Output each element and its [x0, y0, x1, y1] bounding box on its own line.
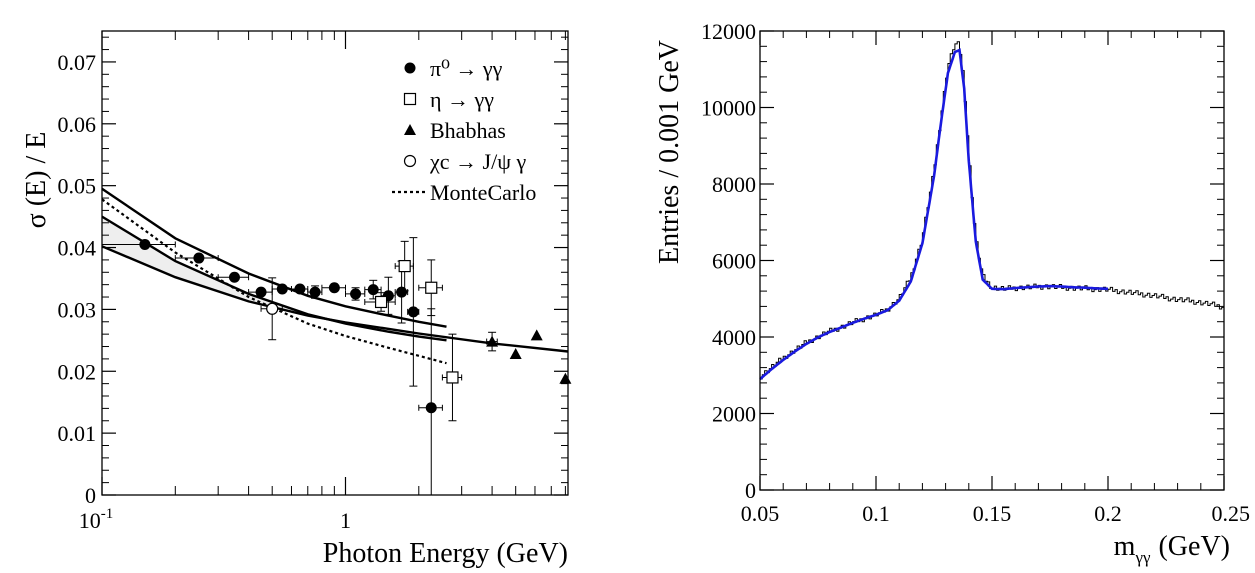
y-axis: 0 2000 4000 6000 8000 10000 12000: [701, 19, 1224, 503]
data-point: [374, 295, 388, 309]
y-tick-label: 2000: [712, 402, 756, 427]
x-tick-label: 1: [340, 508, 351, 533]
data-point: [276, 283, 288, 295]
x-tick-label: 0.05: [741, 501, 780, 526]
data-point: [425, 402, 437, 414]
y-tick-label: 0.06: [58, 112, 97, 137]
x-axis: 10-1 1: [79, 31, 566, 533]
legend-item: Bhabhas: [404, 118, 506, 143]
y-tick-label: 0: [85, 483, 96, 508]
data-point: [266, 302, 279, 315]
legend-marker: [403, 92, 417, 106]
data-point: [228, 271, 240, 283]
legend: π⁰ → γγ η → γγ Bhabhas χc → J/ψ γ MonteCarlo: [392, 56, 536, 205]
data-point: [530, 329, 543, 341]
data-point: [486, 335, 499, 347]
legend-item: η → γγ: [403, 87, 494, 112]
x-tick-label: 0.1: [862, 501, 890, 526]
y-tick-label: 10000: [701, 96, 756, 121]
fit-curve-3: [101, 245, 569, 353]
x-axis-title-unit: (GeV): [1158, 531, 1230, 562]
legend-marker: [403, 154, 417, 168]
y-tick-label: 6000: [712, 249, 756, 274]
x-axis-title-subscript: γγ: [1134, 548, 1151, 567]
legend-label: η → γγ: [430, 87, 494, 112]
y-tick-label: 0.02: [58, 359, 97, 384]
data-point: [446, 371, 459, 384]
x-axis-title: Photon Energy (GeV): [323, 538, 568, 569]
legend-item: π⁰ → γγ: [404, 56, 503, 81]
y-tick-label: 0.07: [58, 50, 97, 75]
legend-marker: [404, 124, 416, 135]
y-tick-label: 0: [745, 478, 756, 503]
data-point: [328, 282, 340, 294]
data-point: [367, 284, 379, 296]
data-point: [425, 281, 438, 294]
data-point: [398, 259, 411, 273]
legend-marker: [404, 62, 416, 74]
legend-label: MonteCarlo: [430, 180, 536, 205]
y-tick-label: 0.03: [58, 297, 97, 322]
data-point: [396, 286, 408, 298]
data-point: [309, 286, 321, 298]
legend-item: MonteCarlo: [392, 180, 536, 205]
plot-frame: [101, 30, 569, 496]
x-tick-label: 10-1: [79, 506, 114, 533]
x-tick-label: 0.25: [1212, 501, 1251, 526]
legend-label: π⁰ → γγ: [430, 56, 503, 81]
x-axis-title: mγγ (GeV): [1114, 531, 1230, 567]
x-axis: 0.05 0.1 0.15 0.2 0.25: [741, 31, 1250, 526]
x-tick-label-exponent: -1: [101, 506, 114, 522]
legend-label: χc → J/ψ γ: [429, 149, 526, 174]
y-tick-label: 8000: [712, 172, 756, 197]
x-tick-label: 0.15: [973, 501, 1012, 526]
data-point: [193, 252, 205, 264]
y-axis-title: Entries / 0.001 GeV: [654, 40, 685, 264]
data-point: [350, 288, 362, 300]
y-tick-label: 4000: [712, 325, 756, 350]
y-tick-label: 0.01: [58, 421, 97, 446]
y-axis: 0 0.01 0.02 0.03 0.04 0.05 0.06 0.07: [58, 36, 568, 508]
montecarlo-curve: [101, 198, 447, 365]
legend-item: χc → J/ψ γ: [403, 149, 526, 174]
legend-label: Bhabhas: [430, 118, 506, 143]
data-point: [509, 347, 522, 359]
data-point: [139, 238, 151, 250]
y-tick-label: 0.04: [58, 236, 97, 261]
x-tick-label-base: 10: [79, 508, 101, 533]
y-tick-label: 0.05: [58, 174, 97, 199]
y-axis-title: σ (E) / E: [21, 132, 52, 229]
x-tick-label: 0.2: [1094, 501, 1122, 526]
data-point: [255, 286, 267, 298]
y-tick-label: 12000: [701, 19, 756, 44]
data-points: [101, 237, 572, 495]
data-point: [407, 306, 419, 318]
data-point: [294, 283, 306, 295]
x-axis-title-symbol: m: [1114, 531, 1136, 562]
fit-curve: [759, 48, 1108, 381]
resolution-chart: 0 0.01 0.02 0.03 0.04 0.05 0.06 0.07 10-1 1 π⁰ →…: [21, 30, 572, 569]
